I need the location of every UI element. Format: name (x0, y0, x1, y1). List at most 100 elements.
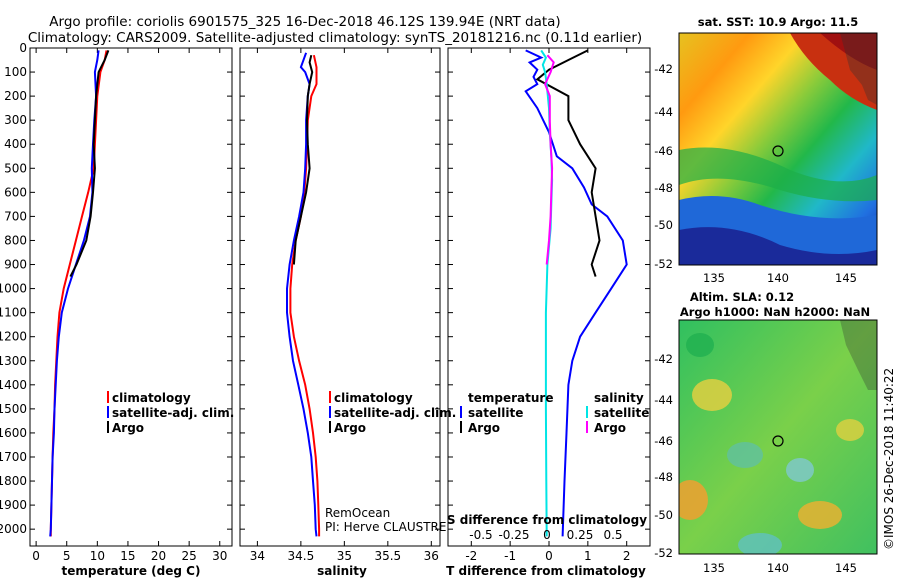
s-tick-label: -0.25 (498, 528, 529, 542)
salinity-legend: climatology satellite-adj. clim. Argo Re… (325, 391, 456, 534)
depth-tick-label: 300 (4, 113, 27, 127)
sla-map-frame (678, 319, 878, 555)
depth-tick-label: 0 (19, 41, 27, 55)
depth-tick-label: 800 (4, 233, 27, 247)
difference-legend-temperature: temperature satellite Argo (460, 391, 553, 435)
depth-tick-label: 1200 (0, 330, 27, 344)
legend-label-s-satellite: satellite (594, 406, 649, 420)
sst-lon-tick: 135 (703, 271, 725, 285)
depth-tick-label: 1100 (0, 306, 27, 320)
temperature-series-argo (69, 50, 110, 278)
salinity-x-tick-label: 35.5 (374, 549, 401, 563)
difference-x-tick-label: 2 (623, 549, 631, 563)
difference-x-tick-label: 1 (584, 549, 592, 563)
sst-map-ticks: -42 -44 -46 -48 -50 -52 135 140 145 (654, 62, 857, 285)
salinity-x-tick-label: 36 (424, 549, 439, 563)
depth-tick-label: 1400 (0, 378, 27, 392)
difference-series-s-argo (544, 54, 555, 265)
temperature-x-tick-label: 5 (63, 549, 71, 563)
salinity-series-argo (292, 54, 314, 265)
salinity-axes (239, 47, 441, 547)
depth-tick-label: 100 (4, 65, 27, 79)
depth-tick-label: 600 (4, 185, 27, 199)
temperature-x-tick-label: 0 (32, 549, 40, 563)
difference-x-tick-label: -1 (504, 549, 516, 563)
temperature-x-tick-label: 20 (151, 549, 166, 563)
sst-lat-tick: -52 (654, 257, 673, 271)
header-line-2: Climatology: CARS2009. Satellite-adjuste… (28, 30, 642, 46)
temperature-x-tick-label: 30 (212, 549, 227, 563)
legend-label-argo: Argo (112, 421, 144, 435)
sla-lat-tick: -52 (654, 546, 673, 560)
s-tick-label: -0.5 (469, 528, 492, 542)
difference-xlabel: T difference from climatology (446, 564, 646, 578)
legend-label-argo: Argo (334, 421, 366, 435)
depth-tick-label: 1900 (0, 498, 27, 512)
sla-map-ticks: -42 -44 -46 -48 -50 -52 135 140 145 (654, 352, 857, 575)
salinity-x-tick-label: 35 (337, 549, 352, 563)
s-tick-label: 0.5 (603, 528, 622, 542)
credit-stamp: ©IMOS 26-Dec-2018 11:40:22 (882, 368, 896, 550)
legend-title-temperature: temperature (468, 391, 553, 405)
legend-label-s-argo: Argo (594, 421, 626, 435)
chart-layer: 0 5 10 15 20 25 300100200300400500600700800900… (0, 41, 650, 563)
depth-tick-label: 1500 (0, 402, 27, 416)
legend-label-climatology: climatology (112, 391, 191, 405)
legend-label-t-satellite: satellite (468, 406, 523, 420)
depth-tick-label: 1300 (0, 354, 27, 368)
temperature-x-tick-label: 15 (120, 549, 135, 563)
depth-tick-label: 900 (4, 258, 27, 272)
sst-map-image (679, 33, 877, 265)
temperature-x-tick-label: 25 (182, 549, 197, 563)
temperature-series-climatology (49, 50, 108, 537)
legend-label-climatology: climatology (334, 391, 413, 405)
sla-lat-tick: -46 (654, 434, 673, 448)
temperature-x-tick-label: 10 (90, 549, 105, 563)
depth-tick-label: 1700 (0, 450, 27, 464)
temperature-axes (29, 47, 233, 547)
sst-map-frame (678, 32, 878, 266)
sst-lon-tick: 140 (767, 271, 789, 285)
depth-tick-label: 2000 (0, 522, 27, 536)
difference-legend-salinity: salinity satellite Argo (586, 391, 649, 435)
sla-map-title-1: Altim. SLA: 0.12 (690, 290, 794, 304)
depth-tick-label: 1800 (0, 474, 27, 488)
s-difference-axis-label: S difference from climatology (447, 513, 647, 527)
sst-lon-tick: 145 (835, 271, 857, 285)
salinity-series-satellite-adj-clim- (286, 52, 318, 537)
depth-tick-label: 1000 (0, 282, 27, 296)
sst-lat-tick: -44 (654, 105, 673, 119)
sla-lon-tick: 135 (703, 561, 725, 575)
sla-map-image (679, 320, 877, 554)
sla-argo-location-marker (772, 435, 784, 447)
difference-series-t-argo (535, 49, 601, 277)
difference-x-tick-label: -2 (465, 549, 477, 563)
temperature-series-satellite-adj-clim- (49, 50, 100, 537)
legend-label-satellite: satellite-adj. clim. (334, 406, 456, 420)
sst-lat-tick: -42 (654, 62, 673, 76)
difference-x-tick-label: 0 (545, 549, 553, 563)
salinity-x-tick-label: 34.5 (288, 549, 315, 563)
sla-lat-tick: -42 (654, 352, 673, 366)
s-tick-label: 0.25 (567, 528, 594, 542)
salinity-series-climatology (289, 54, 321, 537)
legend-title-salinity: salinity (594, 391, 644, 405)
sst-argo-location-marker (772, 145, 784, 157)
depth-tick-label: 500 (4, 161, 27, 175)
depth-tick-label: 400 (4, 137, 27, 151)
sla-lat-tick: -44 (654, 393, 673, 407)
sla-lon-tick: 140 (767, 561, 789, 575)
sla-lat-tick: -48 (654, 470, 673, 484)
temperature-xlabel: temperature (deg C) (62, 564, 201, 578)
sst-lat-tick: -46 (654, 144, 673, 158)
header-line-1: Argo profile: coriolis 6901575_325 16-De… (49, 14, 560, 30)
sla-map-title-2: Argo h1000: NaN h2000: NaN (680, 305, 870, 319)
sla-lon-tick: 145 (835, 561, 857, 575)
legend-label-satellite: satellite-adj. clim. (112, 406, 234, 420)
sst-map-title: sat. SST: 10.9 Argo: 11.5 (698, 15, 858, 29)
depth-tick-label: 1600 (0, 426, 27, 440)
sla-lat-tick: -50 (654, 508, 673, 522)
legend-label-t-argo: Argo (468, 421, 500, 435)
sst-lat-tick: -50 (654, 218, 673, 232)
difference-series-t-satellite (524, 49, 628, 537)
